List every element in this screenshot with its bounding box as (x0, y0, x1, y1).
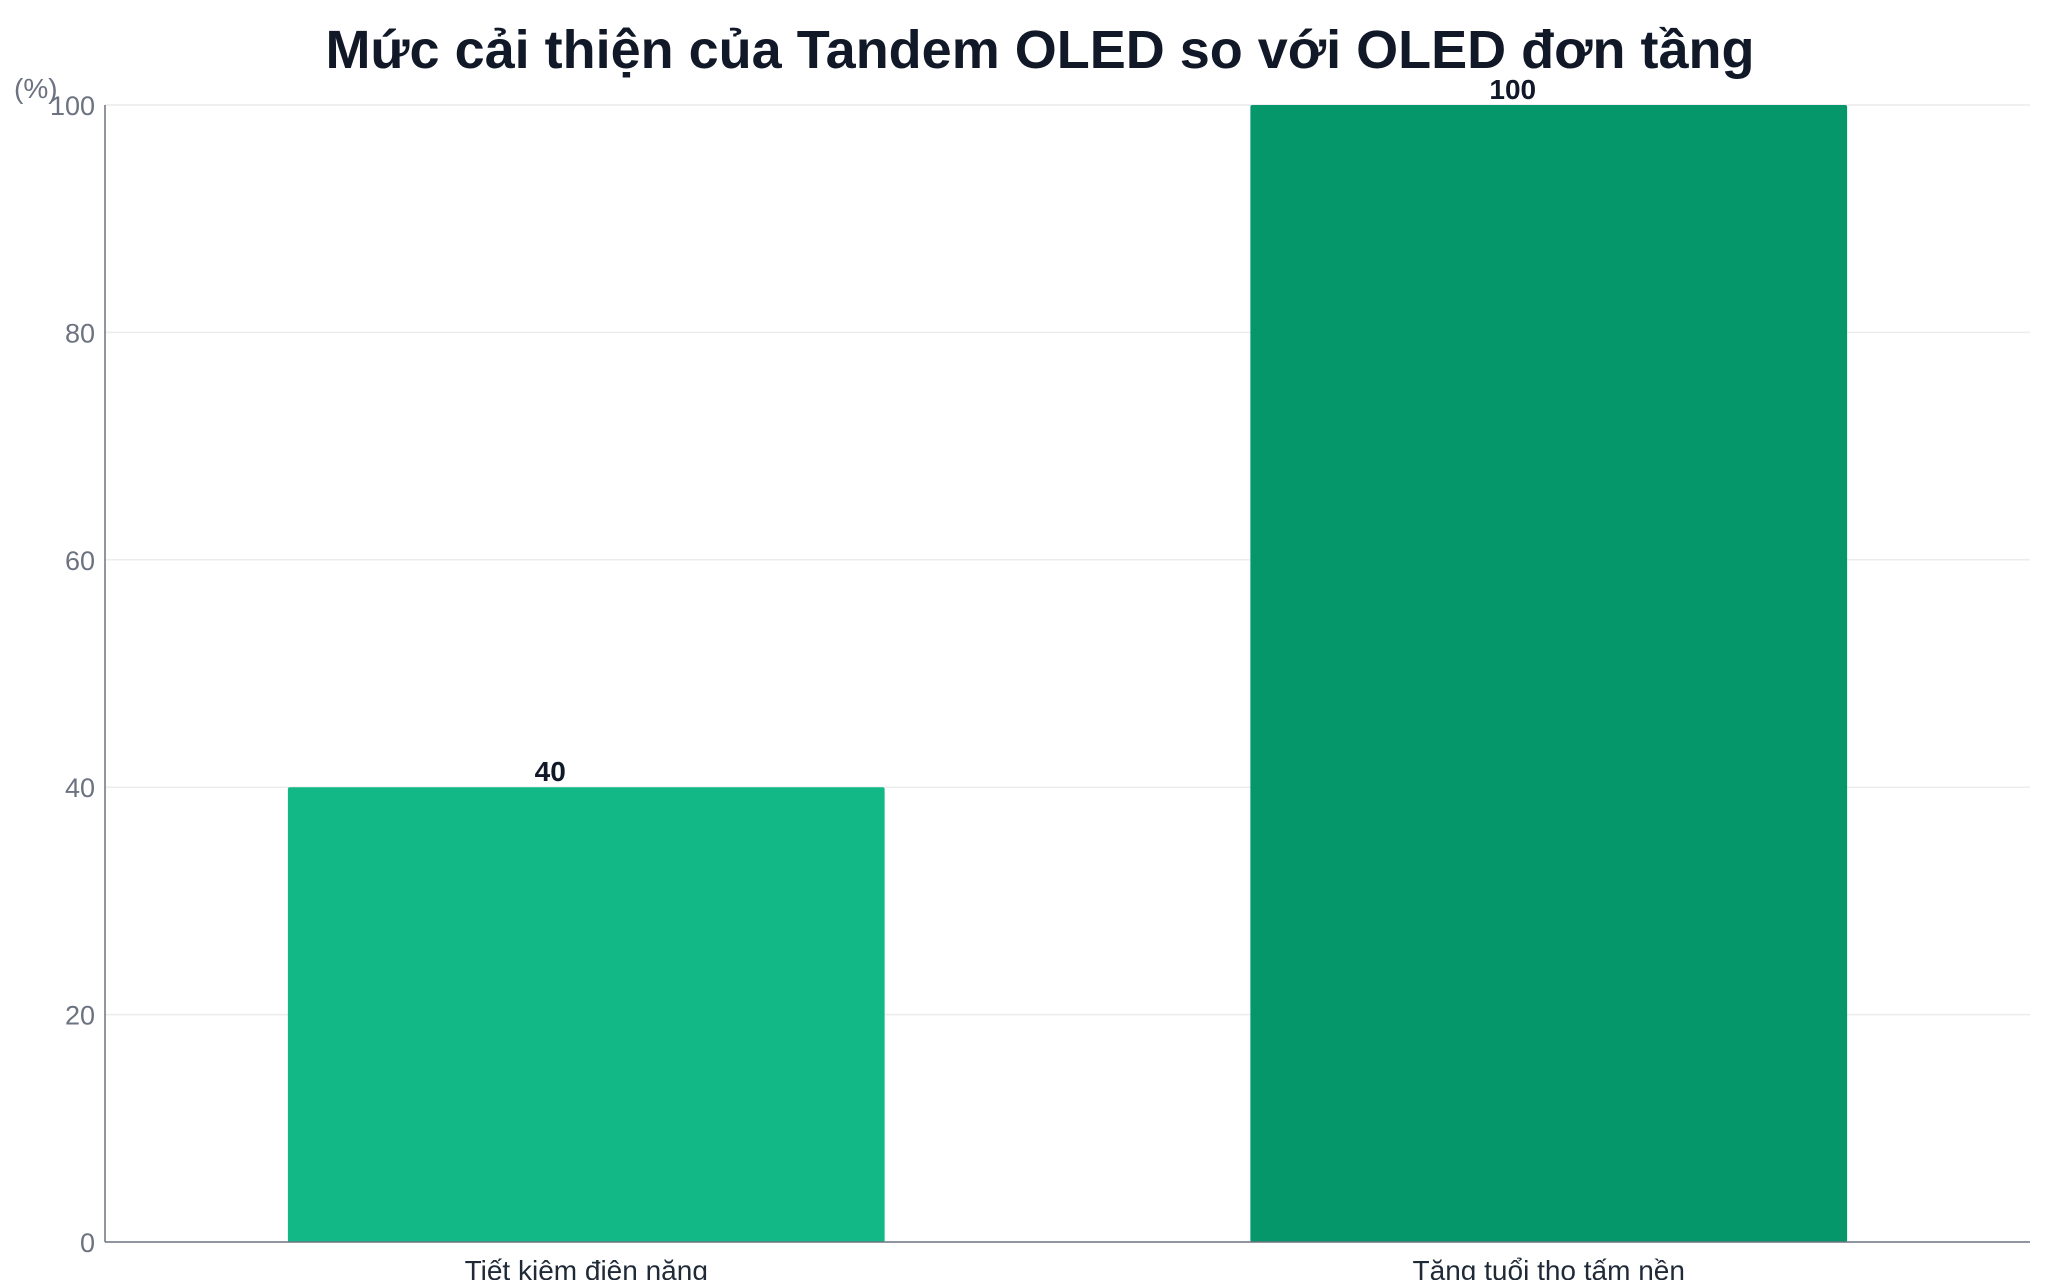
x-category-label: Tiết kiệm điện năng (465, 1255, 708, 1280)
bar-1 (287, 787, 885, 1242)
y-axis-unit-label: (%) (14, 73, 58, 104)
y-tick-label: 40 (65, 773, 95, 803)
bar-value-labels: 40 100 (535, 74, 1536, 787)
y-tick-label: 0 (80, 1228, 95, 1258)
bar-2 (1250, 105, 1848, 1242)
bar-value-label: 40 (535, 756, 566, 787)
bars (287, 105, 1848, 1242)
y-tick-label: 80 (65, 318, 95, 348)
y-tick-label: 20 (65, 1001, 95, 1031)
bar-value-label: 100 (1489, 74, 1536, 105)
x-category-label: Tăng tuổi thọ tấm nền (1413, 1255, 1685, 1280)
y-tick-label: 100 (50, 91, 95, 121)
x-axis-category-labels: Tiết kiệm điện năng Tăng tuổi thọ tấm nền (465, 1255, 1685, 1280)
y-tick-label: 60 (65, 546, 95, 576)
axes (104, 105, 2030, 1243)
y-axis-ticks: 0 20 40 60 80 100 (50, 91, 95, 1258)
chart-title: Mức cải thiện của Tandem OLED so với OLE… (325, 20, 1754, 80)
